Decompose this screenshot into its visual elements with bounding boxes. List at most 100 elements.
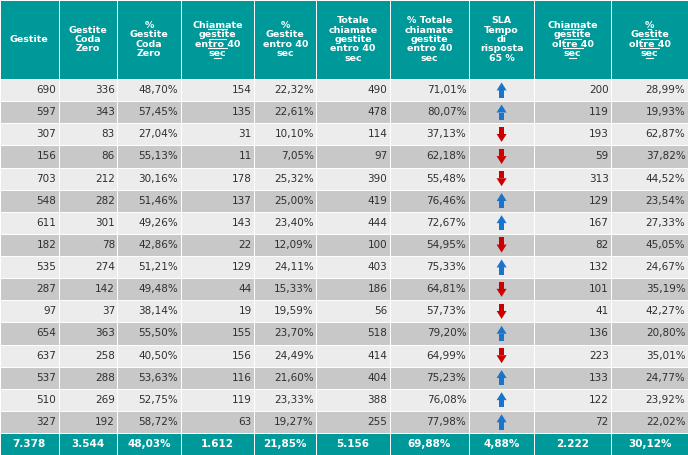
Bar xyxy=(118,79,181,101)
Bar xyxy=(469,344,535,367)
Text: SLA: SLA xyxy=(491,16,512,25)
Bar xyxy=(535,300,611,323)
Bar xyxy=(0,389,58,411)
Text: sec: sec xyxy=(344,54,362,63)
Text: 282: 282 xyxy=(95,196,115,206)
Text: entro 40: entro 40 xyxy=(195,40,240,49)
Text: entro 40: entro 40 xyxy=(407,45,452,53)
Text: 30,12%: 30,12% xyxy=(628,439,671,449)
Bar xyxy=(316,300,390,323)
Bar xyxy=(316,234,390,256)
Bar xyxy=(611,79,688,101)
Bar xyxy=(254,123,316,146)
Bar xyxy=(390,300,469,323)
Text: 167: 167 xyxy=(589,218,609,228)
Bar xyxy=(611,278,688,300)
Bar xyxy=(316,389,390,411)
Bar xyxy=(0,300,58,323)
Bar xyxy=(390,433,469,455)
Bar xyxy=(118,433,181,455)
Bar xyxy=(181,278,254,300)
Text: %: % xyxy=(645,21,654,30)
Bar xyxy=(181,323,254,344)
Bar xyxy=(390,411,469,433)
Text: 37,82%: 37,82% xyxy=(646,152,685,162)
Text: 388: 388 xyxy=(367,395,387,405)
Bar xyxy=(469,389,535,411)
Bar xyxy=(535,101,611,123)
Bar xyxy=(0,212,58,234)
Text: 83: 83 xyxy=(102,129,115,139)
Bar xyxy=(390,278,469,300)
Bar xyxy=(118,101,181,123)
Bar xyxy=(535,212,611,234)
Text: Coda: Coda xyxy=(136,40,162,49)
Bar xyxy=(254,212,316,234)
Text: 20,80%: 20,80% xyxy=(646,329,685,339)
Text: 154: 154 xyxy=(232,85,252,95)
Text: 64,81%: 64,81% xyxy=(427,284,466,294)
Bar xyxy=(0,79,58,101)
Bar xyxy=(316,411,390,433)
Bar xyxy=(254,411,316,433)
Text: 80,07%: 80,07% xyxy=(427,107,466,117)
Text: 703: 703 xyxy=(36,173,56,183)
Bar xyxy=(316,79,390,101)
Text: % Totale: % Totale xyxy=(407,16,452,25)
Bar xyxy=(469,300,535,323)
Bar xyxy=(611,411,688,433)
Text: 59: 59 xyxy=(595,152,609,162)
Polygon shape xyxy=(497,355,506,363)
Text: Chiamate: Chiamate xyxy=(192,21,243,30)
Polygon shape xyxy=(499,304,504,311)
Text: 72: 72 xyxy=(595,417,609,427)
Polygon shape xyxy=(497,245,506,253)
Bar xyxy=(254,278,316,300)
Text: 69,88%: 69,88% xyxy=(407,439,451,449)
Bar xyxy=(535,433,611,455)
Bar xyxy=(611,344,688,367)
Text: 363: 363 xyxy=(95,329,115,339)
Bar xyxy=(469,190,535,212)
Text: 56: 56 xyxy=(374,306,387,316)
Text: 4,88%: 4,88% xyxy=(484,439,519,449)
Bar xyxy=(390,79,469,101)
Bar xyxy=(58,146,118,167)
Bar xyxy=(611,323,688,344)
Text: 116: 116 xyxy=(232,373,252,383)
Text: 11: 11 xyxy=(239,152,252,162)
Bar xyxy=(390,212,469,234)
Bar xyxy=(58,79,118,101)
Bar xyxy=(390,323,469,344)
Bar xyxy=(316,146,390,167)
Bar xyxy=(118,256,181,278)
Text: 76,46%: 76,46% xyxy=(427,196,466,206)
Text: 19: 19 xyxy=(239,306,252,316)
Text: 19,27%: 19,27% xyxy=(274,417,314,427)
Text: 155: 155 xyxy=(232,329,252,339)
Text: 37,13%: 37,13% xyxy=(427,129,466,139)
Text: 79,20%: 79,20% xyxy=(427,329,466,339)
Text: 30,16%: 30,16% xyxy=(138,173,178,183)
Text: 404: 404 xyxy=(367,373,387,383)
Text: gestite: gestite xyxy=(554,30,592,39)
Text: sec: sec xyxy=(208,49,226,58)
Bar xyxy=(535,389,611,411)
Bar xyxy=(535,190,611,212)
Polygon shape xyxy=(499,400,504,407)
Text: 129: 129 xyxy=(589,196,609,206)
Polygon shape xyxy=(497,259,506,268)
Text: chiamate: chiamate xyxy=(328,25,378,35)
Polygon shape xyxy=(499,238,504,245)
Bar xyxy=(0,234,58,256)
Bar xyxy=(181,123,254,146)
Text: 7,05%: 7,05% xyxy=(281,152,314,162)
Polygon shape xyxy=(497,105,506,112)
Polygon shape xyxy=(499,422,504,430)
Polygon shape xyxy=(499,91,504,98)
Text: 307: 307 xyxy=(36,129,56,139)
Bar xyxy=(118,344,181,367)
Text: 490: 490 xyxy=(367,85,387,95)
Text: 274: 274 xyxy=(95,262,115,272)
Text: 143: 143 xyxy=(232,218,252,228)
